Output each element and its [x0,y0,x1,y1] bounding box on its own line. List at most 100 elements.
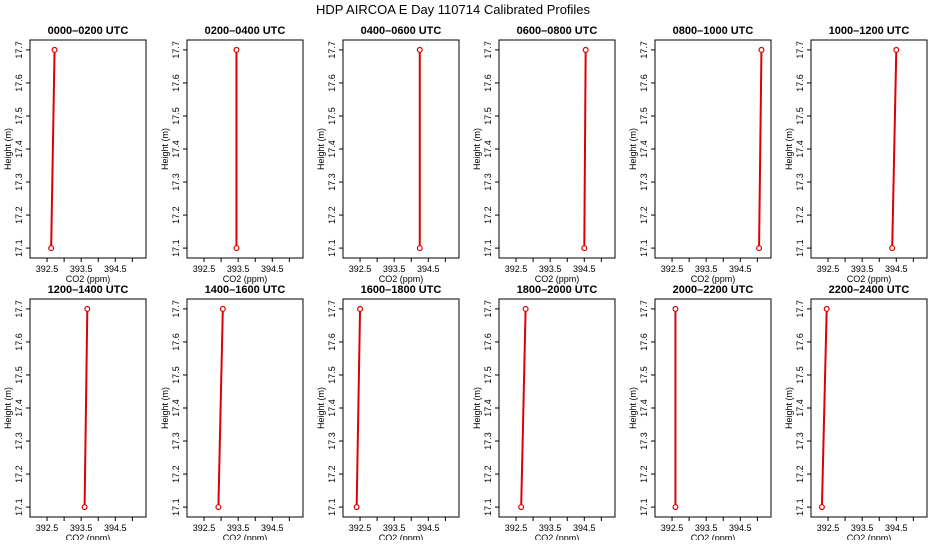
y-tick-label: 17.6 [171,74,181,92]
profile-panel-11: 2200–2400 UTC 392.5 393.5 394.5 17.1 17.2 17.3… [784,284,928,543]
y-tick-label: 17.6 [171,333,181,351]
y-tick-label: 17.5 [483,107,493,125]
profile-line [83,308,89,508]
x-tick-label: 394.5 [417,523,440,533]
y-tick-label: 17.5 [14,366,24,384]
x-tick-label: 394.5 [573,523,596,533]
y-tick-label: 17.1 [483,239,493,257]
x-tick-label: 393.5 [539,264,562,274]
x-tick-label: 392.5 [505,264,528,274]
x-tick-label: 394.5 [573,264,596,274]
profile-panel-10: 2000–2200 UTC 392.5 393.5 394.5 17.1 17.2 17.3… [628,284,772,543]
y-axis-label: Height (m) [316,128,326,170]
x-tick-label: 392.5 [36,264,59,274]
panel-title: 1200–1400 UTC [48,284,129,296]
profile-line [891,49,898,249]
y-tick-label: 17.5 [14,107,24,125]
y-tick-label: 17.2 [483,465,493,483]
y-tick-label: 17.6 [483,74,493,92]
y-tick-label: 17.5 [327,366,337,384]
y-tick-label: 17.6 [639,333,649,351]
x-axis-label: CO2 (ppm) [66,274,111,284]
panel-title: 2200–2400 UTC [829,284,910,296]
x-axis-label: CO2 (ppm) [691,274,736,284]
y-tick-label: 17.1 [795,498,805,516]
y-tick-label: 17.3 [795,432,805,450]
y-tick-label: 17.4 [639,140,649,158]
data-point [84,305,91,312]
x-axis-label: CO2 (ppm) [66,533,111,540]
data-point [522,305,529,312]
y-tick-label: 17.3 [327,173,337,191]
data-point [215,504,222,511]
y-tick-label: 17.3 [171,432,181,450]
x-axis-label: CO2 (ppm) [379,533,424,540]
y-axis-label: Height (m) [472,387,482,429]
panel-title: 1800–2000 UTC [517,284,598,296]
y-tick-label: 17.7 [795,300,805,318]
y-tick-label: 17.6 [327,333,337,351]
plot-frame [498,298,616,518]
x-axis-label: CO2 (ppm) [535,274,580,284]
y-tick-label: 17.6 [14,74,24,92]
y-tick-label: 17.5 [639,366,649,384]
x-tick-label: 394.5 [417,264,440,274]
y-tick-label: 17.1 [14,498,24,516]
plot-frame [810,39,928,259]
x-tick-label: 394.5 [729,523,752,533]
data-point [219,305,226,312]
y-axis-label: Height (m) [160,387,170,429]
plot-frame [498,39,616,259]
profile-line [758,49,763,249]
panel-title: 0000–0200 UTC [48,25,129,37]
y-tick-label: 17.1 [327,498,337,516]
data-point [353,504,360,511]
y-tick-label: 17.4 [171,399,181,417]
x-tick-label: 392.5 [193,523,216,533]
y-tick-label: 17.4 [483,140,493,158]
panel-title: 1400–1600 UTC [205,284,286,296]
y-tick-label: 17.2 [639,465,649,483]
y-axis-label: Height (m) [628,128,638,170]
y-axis-label: Height (m) [3,387,13,429]
profile-panel-5: 1000–1200 UTC 392.5 393.5 394.5 17.1 17.2 17.3… [784,25,928,284]
panel-title: 1600–1800 UTC [361,284,442,296]
data-point [416,46,423,53]
panel-title: 0200–0400 UTC [205,25,286,37]
y-tick-label: 17.2 [483,206,493,224]
y-tick-label: 17.7 [14,41,24,59]
x-tick-label: 393.5 [383,523,406,533]
y-tick-label: 17.7 [171,41,181,59]
profile-panel-2: 0400–0600 UTC 392.5 393.5 394.5 17.1 17.2 17.3… [316,25,460,284]
profile-panel-4: 0800–1000 UTC 392.5 393.5 394.5 17.1 17.2 17.3… [628,25,772,284]
y-tick-label: 17.4 [795,399,805,417]
data-point [81,504,88,511]
y-tick-label: 17.3 [639,432,649,450]
x-tick-label: 392.5 [349,523,372,533]
y-axis-label: Height (m) [628,387,638,429]
data-point [581,245,588,252]
y-tick-label: 17.5 [171,366,181,384]
data-point [582,46,589,53]
y-tick-label: 17.3 [327,432,337,450]
profile-panel-0: 0000–0200 UTC 392.5 393.5 394.5 17.1 17.2 17.3… [3,25,147,284]
x-axis-label: CO2 (ppm) [223,274,268,284]
y-tick-label: 17.6 [327,74,337,92]
data-point [893,46,900,53]
x-axis-label: CO2 (ppm) [535,533,580,540]
y-tick-label: 17.4 [795,140,805,158]
y-tick-label: 17.5 [327,107,337,125]
x-tick-label: 393.5 [383,264,406,274]
y-tick-label: 17.2 [795,465,805,483]
x-tick-label: 394.5 [261,264,284,274]
y-axis-label: Height (m) [316,387,326,429]
y-tick-label: 17.2 [14,465,24,483]
profile-line [520,308,527,508]
y-tick-label: 17.4 [327,399,337,417]
y-tick-label: 17.1 [639,239,649,257]
plot-frame [810,298,928,518]
y-tick-label: 17.6 [795,333,805,351]
x-tick-label: 392.5 [661,523,684,533]
y-tick-label: 17.3 [639,173,649,191]
